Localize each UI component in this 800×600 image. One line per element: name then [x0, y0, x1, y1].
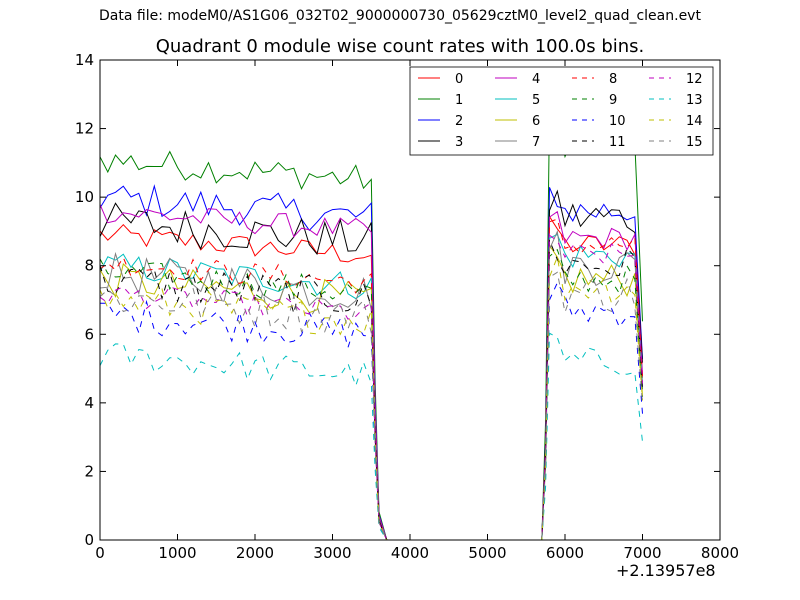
y-tick-label: 4: [84, 394, 94, 412]
x-tick-label: 1000: [158, 544, 196, 562]
legend-label-13: 13: [686, 93, 703, 108]
x-tick-label: 2000: [236, 544, 274, 562]
y-tick-label: 12: [75, 120, 94, 138]
x-tick-label: 3000: [313, 544, 351, 562]
ticks-layer: 0 1000 2000 3000 4000 5000 6000 7000 80000246810…: [75, 51, 739, 562]
x-tick-label: 8000: [701, 544, 739, 562]
x-tick-label: 7000: [623, 544, 661, 562]
legend-label-15: 15: [686, 135, 703, 150]
series-line-14: [99, 255, 643, 541]
x-tick-label: 5000: [468, 544, 506, 562]
y-tick-label: 14: [75, 51, 94, 69]
legend-label-12: 12: [686, 72, 703, 87]
x-tick-label: 0: [95, 544, 105, 562]
legend-label-9: 9: [609, 93, 617, 108]
y-tick-label: 2: [84, 462, 94, 480]
x-tick-label: 4000: [391, 544, 429, 562]
y-tick-label: 6: [84, 325, 94, 343]
legend-box: [409, 66, 714, 156]
legend-label-10: 10: [609, 114, 626, 129]
legend-label-4: 4: [532, 72, 540, 87]
y-tick-label: 0: [84, 531, 94, 549]
series-line-12: [99, 234, 643, 541]
legend-label-5: 5: [532, 93, 540, 108]
legend-label-3: 3: [455, 135, 463, 150]
legend-label-8: 8: [609, 72, 617, 87]
legend-label-7: 7: [532, 135, 540, 150]
y-tick-label: 10: [75, 188, 94, 206]
legend-label-0: 0: [455, 72, 463, 87]
legend-label-14: 14: [686, 114, 703, 129]
chart-title: Quadrant 0 module wise count rates with …: [155, 36, 645, 57]
series-line-13: [99, 332, 643, 541]
series-line-1: [99, 111, 643, 541]
legend-label-6: 6: [532, 114, 540, 129]
legend-label-2: 2: [455, 114, 463, 129]
y-tick-label: 8: [84, 257, 94, 275]
legend-label-11: 11: [609, 135, 626, 150]
x-offset-label: +2.13957e8: [616, 561, 716, 580]
series-layer: [99, 111, 643, 541]
x-tick-label: 6000: [546, 544, 584, 562]
series-line-4: [99, 204, 643, 541]
figure-suptitle: Data file: modeM0/AS1G06_032T02_90000007…: [99, 8, 701, 24]
legend-label-1: 1: [455, 93, 463, 108]
